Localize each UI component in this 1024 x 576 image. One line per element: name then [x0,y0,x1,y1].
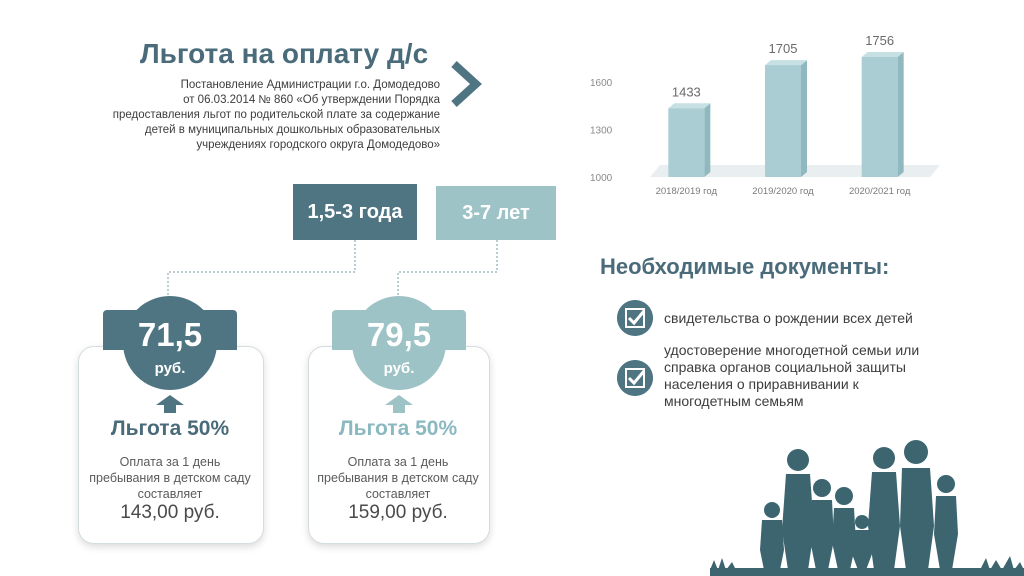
enrollment-bar-chart: 1000 1300 1600 1433 2018/2019 год 1705 2019/20… [590,33,940,197]
document-item-line: справка органов социальной защиты [664,359,906,375]
age-group-pill-2: 3-7 лет [436,186,556,240]
fee-description-line: составляет [365,487,431,501]
family-silhouette-icon [710,440,1024,576]
checkbox-icon [617,300,653,336]
data-label: 1756 [865,33,894,48]
document-item-line: свидетельства о рождении всех детей [664,310,913,326]
fee-description-line: составляет [137,487,203,501]
price-value: 79,5 [366,316,432,353]
data-label: 1705 [769,41,798,56]
document-item: удостоверение многодетной семьи или спра… [664,342,994,410]
decree-line: предоставления льгот по родительской пла… [112,109,440,121]
full-price: 159,00 руб. [348,502,448,523]
fee-description-line: пребывания в детском саду [317,471,479,485]
category-label: 2018/2019 год [656,186,718,197]
bar-top [765,60,807,66]
price-badge: 79,5 руб. [352,296,446,390]
document-item-line: многодетным семьям [664,393,804,409]
arrow-up-icon [385,395,413,413]
age-group-pill-1: 1,5-3 года [293,184,417,240]
bar-side [897,51,904,177]
fee-description-line: Оплата за 1 день [347,455,449,469]
discount-label: Льгота 50% [110,417,230,440]
category-label: 2019/2020 год [752,186,814,197]
chevron-right-icon [451,61,482,107]
y-tick-label: 1300 [590,125,613,136]
category-label: 2020/2021 год [849,186,911,197]
discount-label: Льгота 50% [338,417,458,440]
decree-line: учреждениях городского округа Домодедово… [196,139,440,151]
price-currency: руб. [383,360,415,377]
chart-bar [668,108,705,177]
decree-line: от 06.03.2014 № 860 «Об утверждении Поря… [183,94,440,106]
chart-bar [765,65,801,177]
decree-line: детей в муниципальных дошкольных образов… [144,124,440,136]
fee-description: Оплата за 1 день пребывания в детском са… [308,454,488,502]
bar-top [668,103,711,109]
bar-top [861,51,904,57]
page-title: Льгота на оплату д/с [140,38,429,69]
document-item-line: населения о приравнивании к [664,376,859,392]
document-item-line: удостоверение многодетной семьи или [664,342,920,358]
arrow-up-icon [156,395,184,413]
price-badge: 71,5 руб. [123,296,217,390]
bar-side [801,60,807,177]
documents-title: Необходимые документы: [600,254,890,279]
price-currency: руб. [154,360,186,377]
y-tick-label: 1600 [590,78,613,89]
document-item: свидетельства о рождении всех детей [664,310,994,327]
price-value: 71,5 [137,316,203,353]
fee-description-line: пребывания в детском саду [89,471,251,485]
chart-bar [861,56,898,177]
y-tick-label: 1000 [590,173,613,184]
decree-text: Постановление Администрации г.о. Домодед… [60,78,440,153]
checkbox-icon [617,360,653,396]
decree-line: Постановление Администрации г.о. Домодед… [180,79,440,91]
fee-description: Оплата за 1 день пребывания в детском са… [80,454,260,502]
data-label: 1433 [672,84,701,99]
fee-description-line: Оплата за 1 день [119,455,221,469]
full-price: 143,00 руб. [120,502,220,523]
bar-side [704,103,711,177]
